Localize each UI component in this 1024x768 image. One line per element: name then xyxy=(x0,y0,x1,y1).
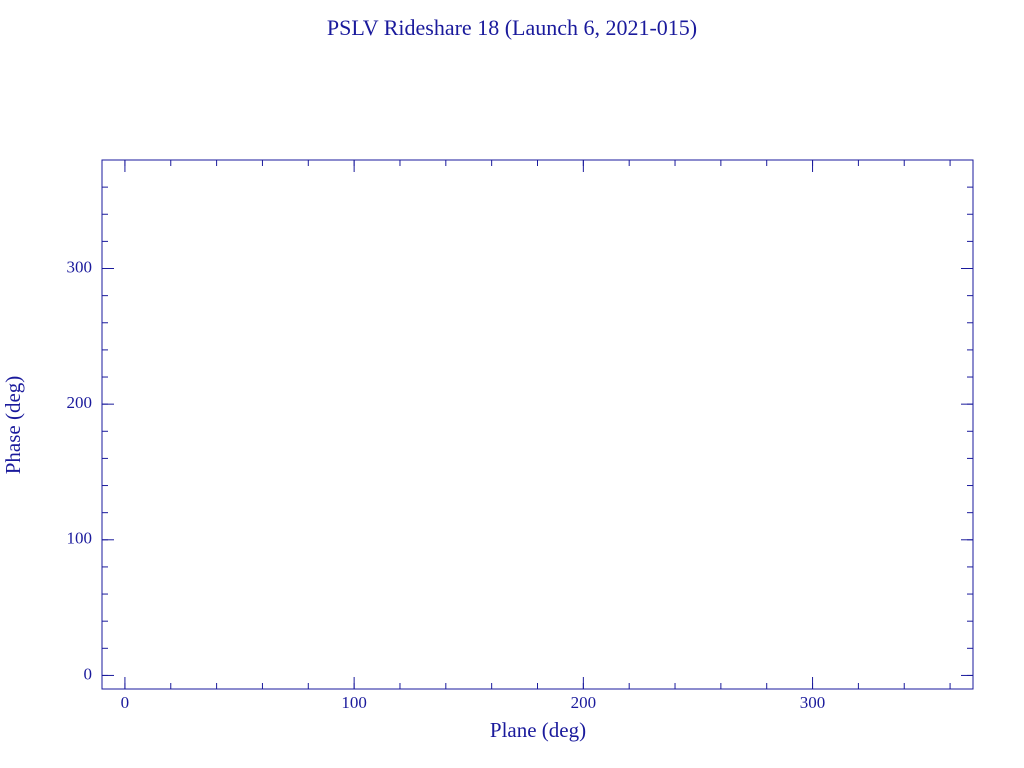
chart-title: PSLV Rideshare 18 (Launch 6, 2021-015) xyxy=(327,15,697,40)
y-tick-label: 0 xyxy=(84,664,93,683)
x-tick-label: 200 xyxy=(571,693,597,712)
x-tick-label: 0 xyxy=(121,693,130,712)
x-tick-label: 300 xyxy=(800,693,826,712)
y-axis-label: Phase (deg) xyxy=(1,376,25,475)
y-tick-label: 100 xyxy=(67,529,93,548)
y-tick-label: 200 xyxy=(67,393,93,412)
x-tick-label: 100 xyxy=(341,693,367,712)
y-tick-label: 300 xyxy=(67,257,93,276)
plot-frame xyxy=(101,159,974,690)
x-axis-label: Plane (deg) xyxy=(490,718,586,742)
